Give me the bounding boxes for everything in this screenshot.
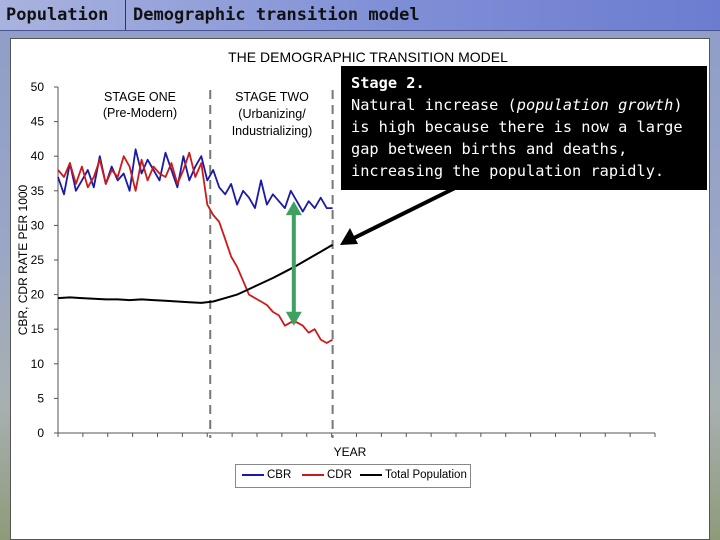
note-heading: Stage 2. — [351, 74, 425, 92]
y-tick-label: 5 — [37, 391, 44, 405]
series-line-cbr — [57, 148, 333, 213]
y-tick-label: 0 — [37, 426, 44, 440]
y-tick-label: 20 — [31, 288, 45, 302]
note-line4: increasing the population rapidly. — [351, 162, 665, 180]
stage-dividers — [209, 90, 334, 438]
series-line-cdr — [57, 151, 334, 344]
pointer-arrow-head — [340, 228, 358, 245]
tab-demographic-transition[interactable]: Demographic transition model — [133, 5, 420, 25]
y-tick-label: 10 — [31, 357, 45, 371]
series-layer — [57, 148, 334, 344]
legend-label-cdr: CDR — [327, 469, 352, 481]
stage-two-sub1: (Urbanizing/ — [238, 107, 306, 121]
legend-swatch-cbr — [242, 474, 264, 476]
legend: CBR CDR Total Population — [235, 464, 471, 488]
legend-item-cbr: CBR — [242, 469, 291, 481]
y-tick-label: 45 — [31, 115, 45, 129]
annotation-layer — [285, 186, 456, 326]
x-ticks — [57, 433, 656, 437]
legend-swatch-cdr — [302, 474, 324, 476]
note-line1-em: population growth — [516, 96, 674, 114]
y-tick-label: 15 — [31, 322, 45, 336]
stage-two-note: Stage 2. Natural increase (population gr… — [341, 66, 707, 190]
gap-arrow-head-top — [285, 201, 302, 216]
stage-one-label: STAGE ONE — [104, 90, 176, 104]
note-line3: gap between births and deaths, — [351, 140, 628, 158]
legend-item-cdr: CDR — [302, 469, 352, 481]
legend-label-cbr: CBR — [267, 469, 292, 481]
stage-two-sub2: Industrializing) — [232, 124, 313, 138]
legend-swatch-population — [360, 474, 382, 476]
y-tick-label: 30 — [31, 218, 45, 232]
y-tick-label: 25 — [31, 253, 45, 267]
x-axis-label: YEAR — [334, 445, 367, 459]
y-tick-label: 35 — [31, 184, 45, 198]
series-line-total-population — [57, 243, 334, 304]
note-line1-post: ) — [673, 96, 683, 114]
y-tick-label: 50 — [31, 80, 45, 94]
y-tick-label: 40 — [31, 149, 45, 163]
note-line1-pre: Natural increase ( — [351, 96, 517, 114]
chart-title: THE DEMOGRAPHIC TRANSITION MODEL — [228, 49, 508, 65]
y-ticks: 0 5 10 15 20 25 30 35 40 45 50 — [31, 80, 58, 440]
legend-label-population: Total Population — [385, 469, 467, 481]
legend-item-population: Total Population — [360, 469, 467, 481]
tab-population[interactable]: Population — [0, 0, 126, 30]
stage-one-sub: (Pre-Modern) — [103, 106, 177, 120]
title-bar: Population Demographic transition model — [0, 0, 720, 31]
pointer-arrow-shaft — [353, 186, 456, 240]
stage-two-label: STAGE TWO — [235, 90, 309, 104]
y-axis-label: CBR, CDR RATE PER 1000 — [16, 184, 30, 335]
gap-arrow-head-bottom — [285, 311, 302, 326]
note-line2: is high because there is now a large — [351, 118, 683, 136]
